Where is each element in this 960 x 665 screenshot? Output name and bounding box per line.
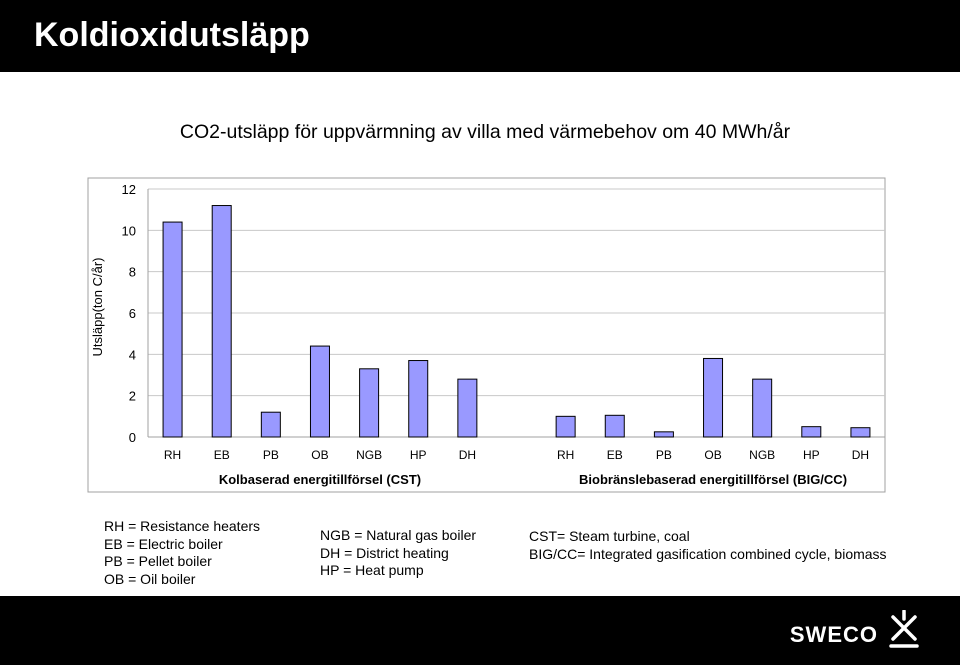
x-tick-label: RH bbox=[164, 448, 181, 462]
bar-hp bbox=[408, 360, 429, 438]
legend-column-1: RH = Resistance heaters EB = Electric bo… bbox=[104, 518, 260, 588]
x-tick-label: PB bbox=[263, 448, 279, 462]
bar-dh bbox=[457, 378, 478, 438]
x-tick-label: PB bbox=[656, 448, 672, 462]
bar-ngb bbox=[752, 378, 773, 438]
y-tick-label: 2 bbox=[129, 389, 136, 404]
x-tick-label: HP bbox=[410, 448, 427, 462]
y-tick-label: 10 bbox=[122, 223, 136, 238]
bar-rh bbox=[162, 221, 183, 438]
x-tick-label: NGB bbox=[749, 448, 775, 462]
bar-ngb bbox=[359, 368, 380, 438]
bar-dh bbox=[850, 427, 871, 438]
bar-eb bbox=[604, 414, 625, 438]
x-tick-label: NGB bbox=[356, 448, 382, 462]
legend-item: HP = Heat pump bbox=[320, 562, 424, 578]
y-tick-label: 12 bbox=[122, 182, 136, 197]
x-tick-label: OB bbox=[311, 448, 328, 462]
x-tick-label: HP bbox=[803, 448, 820, 462]
bar-ob bbox=[703, 357, 724, 438]
legend-item: CST= Steam turbine, coal bbox=[529, 528, 690, 544]
bar-pb bbox=[653, 431, 674, 438]
logo-text: SWECO bbox=[789, 622, 878, 647]
x-tick-label: EB bbox=[214, 448, 230, 462]
x-tick-label: DH bbox=[459, 448, 476, 462]
chart-title: CO2-utsläpp för uppvärmning av villa med… bbox=[179, 121, 791, 143]
chart-frame bbox=[87, 177, 886, 493]
legend-item: BIG/CC= Integrated gasification combined… bbox=[529, 545, 887, 562]
bar-rh bbox=[555, 415, 576, 438]
footer: SWECO bbox=[0, 596, 960, 665]
bar-ob bbox=[309, 345, 330, 438]
x-tick-label: DH bbox=[852, 448, 869, 462]
bar-pb bbox=[260, 411, 281, 438]
y-tick-label: 6 bbox=[129, 306, 136, 321]
y-tick-label: 0 bbox=[129, 430, 136, 445]
bar-hp bbox=[801, 426, 822, 438]
legend-item: OB = Oil boiler bbox=[104, 570, 196, 587]
y-tick-label: 8 bbox=[129, 265, 136, 280]
sweco-logo: SWECO bbox=[790, 610, 922, 650]
group-label: Kolbaserad energitillförsel (CST) bbox=[219, 472, 421, 487]
slide-title: Koldioxidutsläpp bbox=[34, 16, 310, 54]
x-tick-label: RH bbox=[557, 448, 574, 462]
title-bar: Koldioxidutsläpp bbox=[0, 0, 960, 72]
bar-eb bbox=[211, 205, 232, 438]
legend-item: EB = Electric boiler bbox=[104, 535, 223, 552]
legend-item: RH = Resistance heaters bbox=[104, 518, 261, 534]
sweco-mark-icon bbox=[889, 610, 919, 648]
legend-item: PB = Pellet boiler bbox=[104, 553, 212, 569]
x-tick-label: EB bbox=[607, 448, 623, 462]
group-label: Biobränslebaserad energitillförsel (BIG/… bbox=[579, 472, 847, 487]
y-tick-label: 4 bbox=[129, 347, 136, 362]
x-tick-label: OB bbox=[704, 448, 721, 462]
bar-chart: 0 2 4 6 8 10 12 Utsläpp(ton C/år) RH EB PB OB NGB HP D… bbox=[87, 177, 886, 493]
legend-column-3: CST= Steam turbine, coal BIG/CC= Integra… bbox=[529, 528, 887, 563]
legend-item: DH = District heating bbox=[320, 544, 449, 561]
legend-column-2: NGB = Natural gas boiler DH = District h… bbox=[320, 527, 476, 580]
legend-item: NGB = Natural gas boiler bbox=[320, 527, 477, 543]
y-axis-label: Utsläpp(ton C/år) bbox=[90, 258, 105, 357]
